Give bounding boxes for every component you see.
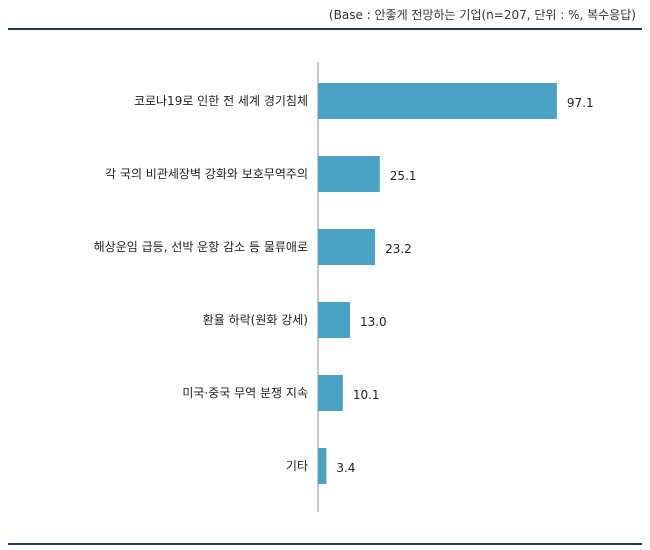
value-label: 13.0 [360,315,387,329]
bar [318,83,557,119]
bars-group: 코로나19로 인한 전 세계 경기침체 97.1 각 국의 비관세장벽 강화와 보호… [94,83,594,484]
category-label: 환율 하락(원화 강세) [203,313,308,327]
value-label: 3.4 [336,461,355,475]
bar [318,448,327,484]
value-label: 10.1 [353,388,380,402]
value-label: 97.1 [567,96,594,110]
category-label: 기타 [286,459,308,473]
category-label: 각 국의 비관세장벽 강화와 보호무역주의 [105,167,308,181]
bar [318,302,350,338]
base-note: (Base : 안좋게 전망하는 기업(n=207, 단위 : %, 복수응답) [328,8,636,22]
bar [318,375,343,411]
top-rule [8,28,642,30]
value-label: 25.1 [390,169,417,183]
bar [318,156,380,192]
category-label: 미국·중국 무역 분쟁 지속 [182,386,308,400]
bottom-rule [8,543,642,545]
bar [318,229,376,265]
category-label: 해상운임 급등, 선박 운항 감소 등 물류애로 [94,240,308,254]
category-label: 코로나19로 인한 전 세계 경기침체 [134,94,308,108]
value-label: 23.2 [385,242,412,256]
